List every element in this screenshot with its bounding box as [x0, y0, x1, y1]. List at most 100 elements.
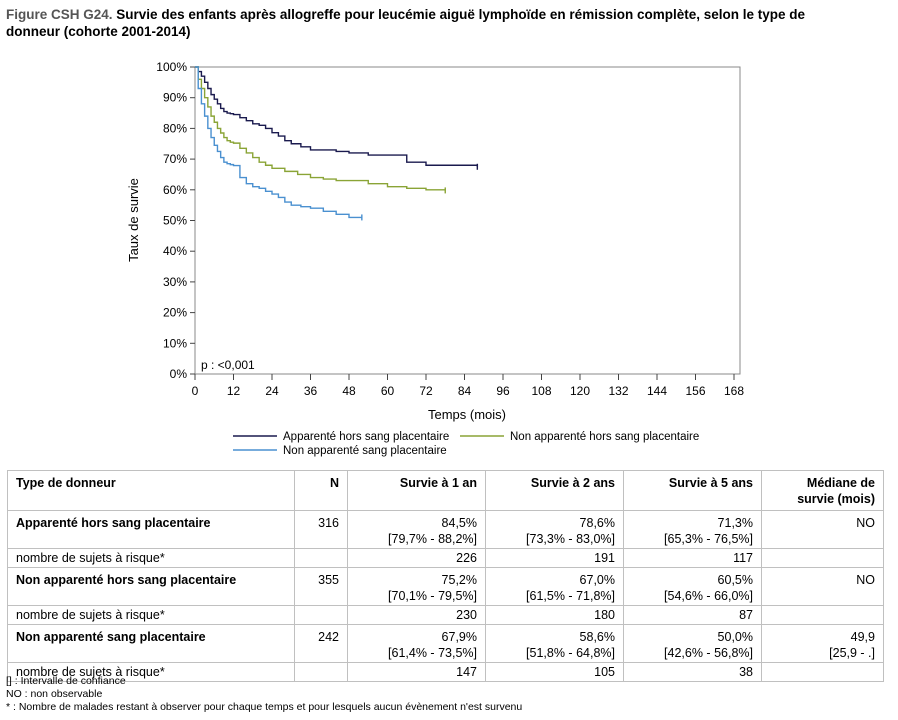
- risk-row: nombre de sujets à risque* 226 191 117: [7, 548, 884, 568]
- x-tick-label: 72: [419, 384, 433, 398]
- survival-2y-cell: 78,6% [73,3% - 83,0%]: [485, 510, 624, 549]
- y-tick-label: 50%: [163, 214, 187, 228]
- x-tick-label: 96: [496, 384, 510, 398]
- group-name: Non apparenté sang placentaire: [7, 624, 295, 663]
- risk-2y: 191: [485, 548, 624, 568]
- risk-label: nombre de sujets à risque*: [7, 548, 295, 568]
- survival-5y-cell: 60,5% [54,6% - 66,0%]: [623, 567, 762, 606]
- risk-label: nombre de sujets à risque*: [7, 662, 295, 682]
- survival-5y-ci: [42,6% - 56,8%]: [664, 646, 753, 660]
- y-tick-label: 30%: [163, 275, 187, 289]
- footnotes: [] : Intervalle de confiance NO : non ob…: [6, 675, 522, 714]
- survival-2y-value: 67,0%: [579, 573, 615, 587]
- risk-label: nombre de sujets à risque*: [7, 605, 295, 625]
- header-survival-2y: Survie à 2 ans: [485, 470, 624, 511]
- figure-title-text: Survie des enfants après allogreffe pour…: [6, 7, 806, 39]
- survival-1y-cell: 75,2% [70,1% - 79,5%]: [347, 567, 486, 606]
- survival-5y-ci: [65,3% - 76,5%]: [664, 532, 753, 546]
- header-median-line1: Médiane de: [806, 476, 875, 490]
- y-tick-label: 20%: [163, 306, 187, 320]
- survival-2y-value: 78,6%: [579, 516, 615, 530]
- header-survival-5y: Survie à 5 ans: [623, 470, 762, 511]
- header-survival-1y: Survie à 1 an: [347, 470, 486, 511]
- y-tick-label: 60%: [163, 183, 187, 197]
- risk-row: nombre de sujets à risque* 230 180 87: [7, 605, 884, 625]
- group-n: 316: [294, 510, 348, 549]
- series-line: [195, 66, 446, 191]
- group-n: 355: [294, 567, 348, 606]
- survival-1y-cell: 84,5% [79,7% - 88,2%]: [347, 510, 486, 549]
- header-median-line2: survie (mois): [797, 492, 875, 506]
- risk-5y: 117: [623, 548, 762, 568]
- y-tick-label: 40%: [163, 244, 187, 258]
- x-tick-label: 48: [342, 384, 356, 398]
- median-ci: [25,9 - .]: [829, 646, 875, 660]
- survival-2y-ci: [61,5% - 71,8%]: [526, 589, 615, 603]
- survival-5y-ci: [54,6% - 66,0%]: [664, 589, 753, 603]
- survival-2y-cell: 67,0% [61,5% - 71,8%]: [485, 567, 624, 606]
- table-row: Apparenté hors sang placentaire 316 84,5…: [7, 510, 884, 549]
- y-tick-label: 0%: [170, 367, 188, 381]
- y-tick-label: 70%: [163, 152, 187, 166]
- survival-1y-value: 84,5%: [441, 516, 477, 530]
- x-tick-label: 144: [647, 384, 667, 398]
- risk-2y: 105: [485, 662, 624, 682]
- x-tick-label: 168: [724, 384, 744, 398]
- p-value-annotation: p : <0,001: [201, 358, 255, 372]
- median-cell: NO: [761, 510, 884, 549]
- survival-chart: 0% 10% 20% 30% 40% 50% 60% 70% 80% 90% 100% 0 12 24 36…: [126, 60, 744, 457]
- y-tick-label: 90%: [163, 91, 187, 105]
- median-value: NO: [856, 516, 875, 530]
- table-row: Non apparenté sang placentaire 242 67,9%…: [7, 624, 884, 663]
- risk-1y: 226: [347, 548, 486, 568]
- x-tick-label: 156: [685, 384, 705, 398]
- survival-1y-ci: [70,1% - 79,5%]: [388, 589, 477, 603]
- x-tick-label: 120: [570, 384, 590, 398]
- group-n: 242: [294, 624, 348, 663]
- survival-1y-value: 75,2%: [441, 573, 477, 587]
- footnote-risk: * : Nombre de malades restant à observer…: [6, 701, 523, 713]
- survival-1y-cell: 67,9% [61,4% - 73,5%]: [347, 624, 486, 663]
- survival-table: Type de donneur N Survie à 1 an Survie à…: [7, 470, 884, 682]
- risk-2y: 180: [485, 605, 624, 625]
- median-cell: NO: [761, 567, 884, 606]
- footnote-no: NO : non observable: [6, 688, 103, 700]
- survival-5y-value: 60,5%: [717, 573, 753, 587]
- survival-1y-value: 67,9%: [441, 630, 477, 644]
- risk-5y: 38: [623, 662, 762, 682]
- series-line: [195, 66, 362, 219]
- legend-label: Apparenté hors sang placentaire: [283, 431, 449, 443]
- header-median-survival: Médiane de survie (mois): [761, 470, 884, 511]
- risk-n-empty: [294, 548, 348, 568]
- legend-label: Non apparenté hors sang placentaire: [510, 431, 699, 443]
- x-tick-label: 84: [458, 384, 472, 398]
- footnote-ci: [] : Intervalle de confiance: [6, 675, 126, 687]
- survival-2y-cell: 58,6% [51,8% - 64,8%]: [485, 624, 624, 663]
- x-tick-label: 60: [381, 384, 395, 398]
- risk-median-empty: [761, 548, 884, 568]
- y-tick-label: 10%: [163, 336, 187, 350]
- x-axis-label: Temps (mois): [428, 407, 506, 422]
- median-value: 49,9: [850, 630, 875, 644]
- y-tick-label: 100%: [156, 60, 187, 74]
- median-value: NO: [856, 573, 875, 587]
- header-n: N: [294, 470, 348, 511]
- survival-5y-value: 50,0%: [717, 630, 753, 644]
- header-donor-type: Type de donneur: [7, 470, 295, 511]
- series-line: [195, 66, 479, 167]
- survival-5y-cell: 50,0% [42,6% - 56,8%]: [623, 624, 762, 663]
- survival-1y-ci: [79,7% - 88,2%]: [388, 532, 477, 546]
- risk-n-empty: [294, 605, 348, 625]
- plot-frame: [194, 66, 741, 375]
- survival-5y-value: 71,3%: [717, 516, 753, 530]
- risk-median-empty: [761, 605, 884, 625]
- risk-1y: 230: [347, 605, 486, 625]
- group-name: Non apparenté hors sang placentaire: [7, 567, 295, 606]
- survival-2y-ci: [73,3% - 83,0%]: [526, 532, 615, 546]
- survival-1y-ci: [61,4% - 73,5%]: [388, 646, 477, 660]
- risk-1y: 147: [347, 662, 486, 682]
- x-tick-label: 0: [192, 384, 199, 398]
- y-tick-label: 80%: [163, 121, 187, 135]
- risk-5y: 87: [623, 605, 762, 625]
- figure-title: Figure CSH G24. Survie des enfants après…: [6, 6, 806, 40]
